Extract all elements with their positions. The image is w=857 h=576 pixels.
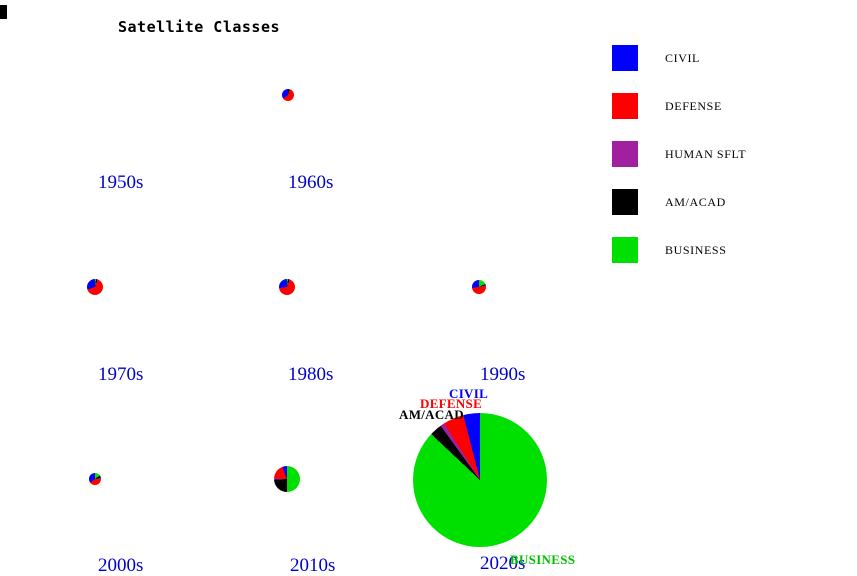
legend-item-business: BUSINESS: [612, 237, 746, 263]
legend-label: AM/ACAD: [665, 194, 726, 209]
callout-defense: DEFENSE: [420, 396, 483, 411]
decade-label-1970s: 1970s: [98, 364, 144, 385]
legend: CIVIL DEFENSE HUMAN SFLT AM/ACAD BUSINES…: [612, 45, 746, 285]
decade-label-1980s: 1980s: [288, 364, 334, 385]
plot-edge-mark: [0, 5, 7, 19]
business-color-swatch: [612, 237, 638, 263]
decade-label-1960s: 1960s: [288, 172, 334, 193]
am-acad-color-swatch: [612, 189, 638, 215]
legend-label: DEFENSE: [665, 98, 722, 113]
callout-am-acad: AM/ACAD: [399, 407, 464, 422]
legend-label: HUMAN SFLT: [665, 146, 747, 161]
decade-label-1950s: 1950s: [98, 172, 144, 193]
decade-label-2010s: 2010s: [290, 555, 336, 576]
decade-label-2000s: 2000s: [98, 555, 144, 576]
human-sflt-color-swatch: [612, 141, 638, 167]
legend-item-am-acad: AM/ACAD: [612, 189, 746, 215]
pie-2000s: [89, 473, 101, 485]
pie-2010s: [274, 466, 300, 492]
legend-item-human-sflt: HUMAN SFLT: [612, 141, 746, 167]
pie-1960s: [282, 89, 294, 101]
callout-business: BUSINESS: [510, 552, 576, 567]
callout-civil: CIVIL: [449, 386, 489, 401]
legend-item-civil: CIVIL: [612, 45, 746, 71]
legend-label: BUSINESS: [665, 242, 727, 257]
decade-label-2020s: 2020s: [480, 553, 526, 574]
chart-title: Satellite Classes: [118, 18, 281, 36]
decade-label-1990s: 1990s: [480, 364, 526, 385]
legend-label: CIVIL: [665, 50, 700, 65]
pie-2020s: [413, 413, 547, 547]
legend-item-defense: DEFENSE: [612, 93, 746, 119]
pie-1970s: [87, 279, 103, 295]
civil-color-swatch: [612, 45, 638, 71]
defense-color-swatch: [612, 93, 638, 119]
pie-1990s: [472, 280, 486, 294]
pie-1980s: [279, 279, 295, 295]
